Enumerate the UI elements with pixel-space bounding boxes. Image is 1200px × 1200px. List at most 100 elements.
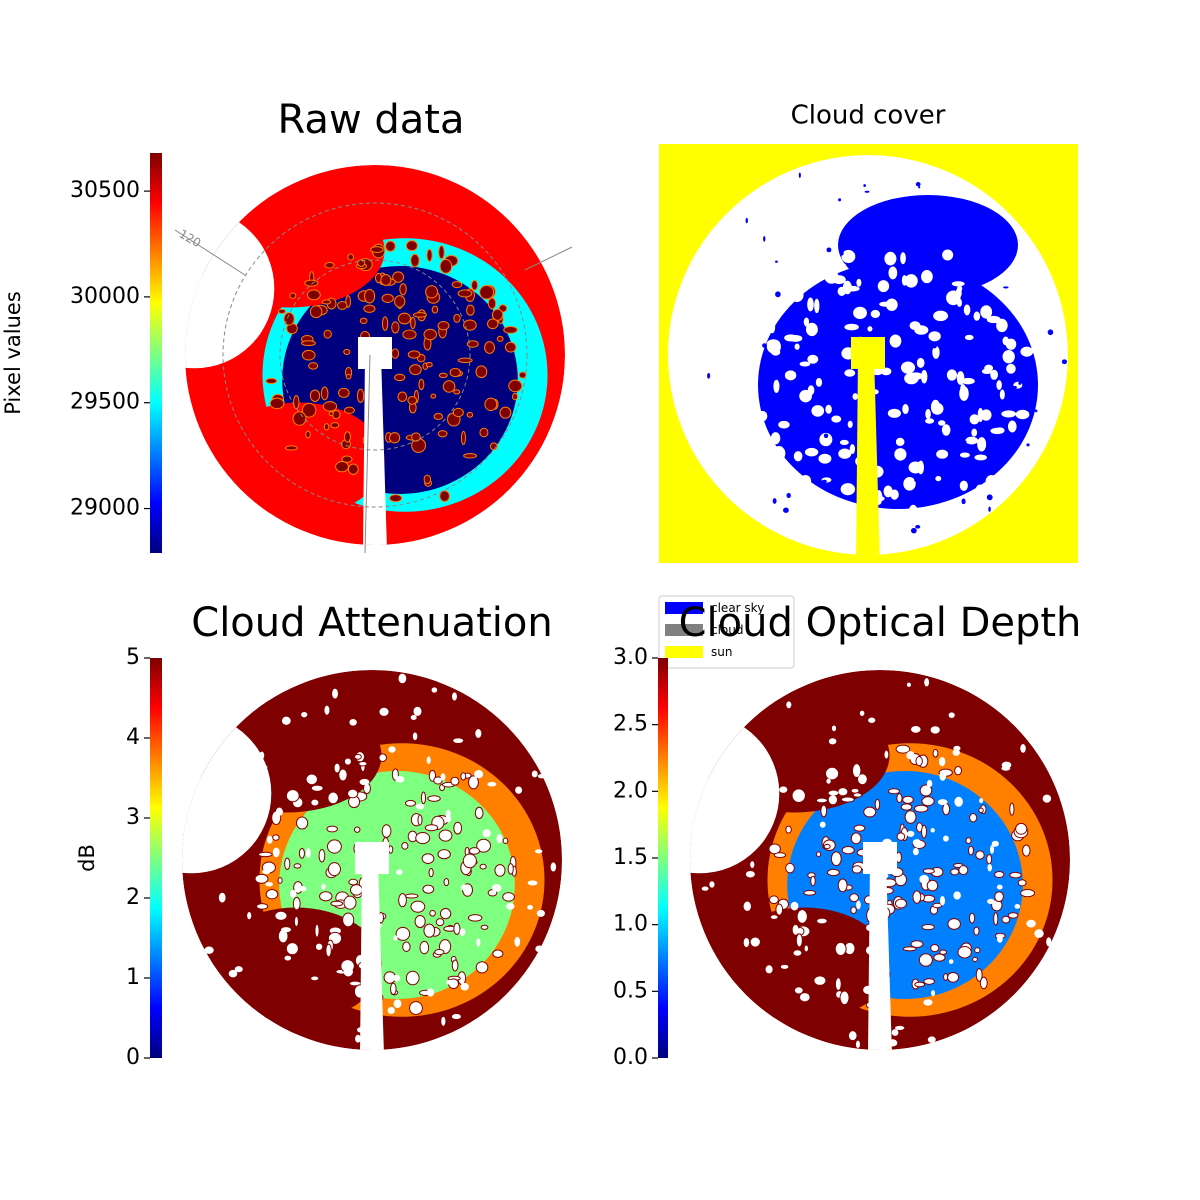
cloud-patch: [969, 912, 976, 924]
cloud-patch: [1012, 233, 1016, 238]
sky-image: [182, 670, 562, 1050]
cloud-patch: [304, 279, 319, 287]
cloud-patch: [1012, 385, 1017, 389]
cloud-patch: [896, 832, 906, 841]
cloud-patch: [942, 249, 954, 261]
cloud-patch: [807, 297, 814, 312]
cloud-patch: [932, 902, 943, 909]
cloud-patch: [439, 259, 453, 274]
cloud-patch: [398, 893, 407, 908]
polar-axis: [364, 354, 371, 554]
cloud-patch: [439, 490, 450, 503]
cloud-patch: [388, 746, 396, 753]
cloud-patch: [847, 420, 853, 428]
cloud-patch: [990, 369, 999, 380]
cloud-patch: [896, 793, 903, 804]
cloud-patch: [494, 864, 506, 877]
cloud-patch: [283, 954, 293, 962]
cloud-patch: [977, 408, 984, 422]
cloud-patch: [438, 829, 453, 842]
cloud-patch: [795, 933, 803, 948]
cloud-patch: [390, 982, 397, 996]
cloud-patch: [963, 304, 971, 316]
cloud-patch: [324, 261, 335, 269]
cloud-patch: [359, 778, 370, 786]
cloud-patch: [819, 821, 826, 828]
cloud-patch: [550, 862, 557, 872]
cloud-patch: [387, 1006, 395, 1015]
cloud-patch: [1015, 822, 1028, 835]
cloud-patch: [823, 843, 831, 850]
cloud-patch: [936, 449, 949, 459]
cloud-patch: [487, 781, 497, 787]
cloud-patch: [773, 379, 780, 393]
cloud-patch: [791, 788, 806, 803]
cloud-patch: [957, 946, 972, 959]
cloud-patch: [1028, 402, 1035, 409]
cloud-patch: [840, 796, 855, 803]
cloud-patch: [780, 964, 789, 969]
cloud-patch: [898, 476, 904, 481]
cloud-patch: [807, 385, 815, 396]
cloud-patch: [707, 372, 711, 379]
cloud-patch: [906, 751, 915, 760]
cloud-patch: [979, 976, 988, 990]
cloud-patch: [437, 849, 451, 860]
cloud-patch: [947, 972, 960, 983]
cloud-patch: [834, 977, 842, 992]
cloud-patch: [535, 945, 544, 953]
cloud-patch: [923, 978, 935, 985]
cloud-patch: [391, 348, 400, 359]
panel-title: Cloud Attenuation: [191, 600, 552, 646]
cloud-patch: [904, 274, 918, 288]
cloud-patch: [415, 803, 425, 810]
cloud-patch: [857, 774, 867, 785]
cloud-patch: [837, 787, 849, 797]
cloud-patch: [930, 399, 941, 415]
cloud-patch: [819, 354, 822, 359]
cloud-patch: [391, 321, 400, 334]
cloud-patch: [793, 451, 803, 462]
cloud-patch: [393, 999, 402, 1008]
cloud-patch: [965, 436, 979, 445]
tick-label: 0.5: [613, 978, 648, 1003]
cloud-patch: [863, 806, 877, 818]
cloud-patch: [902, 946, 917, 952]
cloud-patch: [965, 837, 972, 845]
cloud-patch: [425, 285, 439, 299]
cloud-patch: [1042, 794, 1052, 803]
cloud-patch: [405, 240, 418, 252]
cloud-patch: [476, 938, 481, 947]
cloud-patch: [234, 966, 243, 973]
cloud-patch: [925, 408, 931, 420]
cloud-patch: [413, 312, 428, 318]
cloud-patch: [996, 884, 1003, 890]
cloud-patch: [421, 853, 435, 864]
cloud-patch: [915, 182, 921, 187]
axis-label: dB: [75, 844, 99, 872]
cloud-patch: [844, 369, 856, 377]
cloud-patch: [358, 761, 368, 767]
cloud-patch: [453, 389, 461, 395]
cloud-patch: [880, 367, 892, 376]
cloud-patch: [289, 889, 297, 898]
cloud-patch: [930, 726, 940, 734]
cloud-patch: [338, 768, 348, 782]
cloud-patch: [460, 982, 470, 991]
cloud-patch: [851, 763, 862, 779]
cloud-patch: [418, 378, 425, 391]
cloud-patch: [389, 494, 403, 503]
cloud-patch: [819, 432, 833, 447]
cloud-patch: [349, 884, 363, 896]
cloud-patch: [884, 251, 897, 266]
cloud-patch: [921, 824, 927, 839]
cloud-patch: [434, 948, 445, 956]
legend-label: cloud: [711, 623, 744, 637]
cloud-patch: [309, 389, 321, 402]
cloud-patch: [415, 831, 431, 845]
cloud-patch: [839, 263, 847, 271]
cloud-patch: [393, 935, 398, 941]
cloud-patch: [468, 847, 480, 855]
cloud-patch: [709, 881, 715, 888]
cloud-patch: [743, 901, 751, 912]
